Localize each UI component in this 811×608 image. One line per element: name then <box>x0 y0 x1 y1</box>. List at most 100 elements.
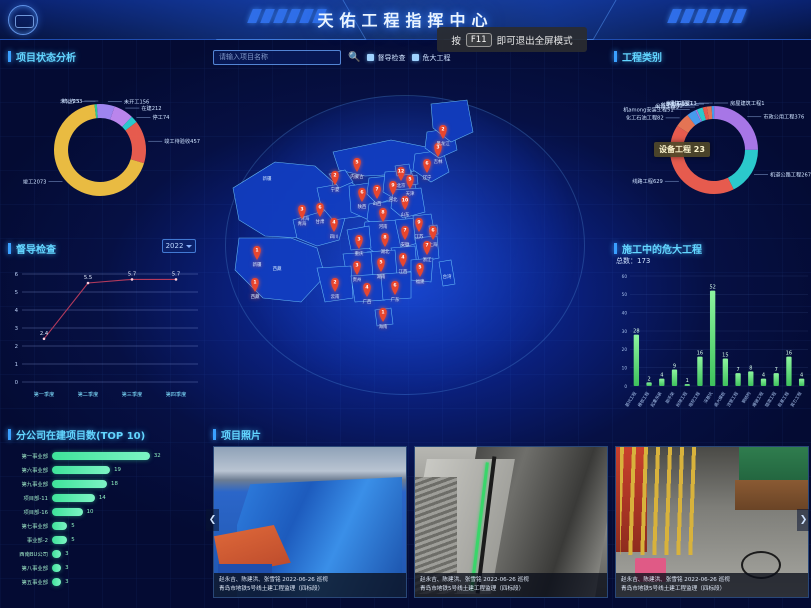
svg-text:5.7: 5.7 <box>128 271 136 277</box>
map-pin[interactable]: 4 广西 <box>363 283 372 305</box>
rank-row-bar <box>52 577 62 586</box>
photo-carousel[interactable]: 赵永吉、陈建洪、张雪铭 2022-06-26 巡视 青岛市地铁5号线土建工程监理（… <box>213 446 809 598</box>
map-pin[interactable]: 8 河南 <box>379 208 388 230</box>
rank-row[interactable]: 第五事业部 3 <box>0 576 205 587</box>
map-pin[interactable]: 5 天津 <box>406 175 415 197</box>
svg-text:青海: 青海 <box>301 215 310 222</box>
rank-row[interactable]: 项目部-16 10 <box>0 506 205 517</box>
map-pin[interactable]: 2 黑龙江 <box>436 125 450 147</box>
rank-row[interactable]: 西南BU公司 3 <box>0 548 205 559</box>
filter-supervision[interactable]: 督导检查 <box>367 53 405 63</box>
svg-text:28: 28 <box>633 329 639 335</box>
type-donut-chart[interactable]: 房屋建筑工程1 市政公用工程376 机道公路工程267 线路工程629 化工石油工程82… <box>606 42 811 234</box>
photo-card[interactable]: 赵永吉、陈建洪、张雪铭 2022-06-26 巡视 青岛市地铁5号线土建工程监理（… <box>414 446 608 598</box>
svg-text:1: 1 <box>255 248 258 254</box>
rank-row-label: 第五事业部 <box>21 579 49 586</box>
rank-row[interactable]: 第八事业部 3 <box>0 562 205 573</box>
filter-danger[interactable]: 危大工程 <box>412 53 450 63</box>
rank-row-label: 第九事业部 <box>21 481 49 488</box>
map-pin[interactable]: 3 吉林 <box>434 143 443 165</box>
emblem-icon <box>8 5 38 35</box>
map-pin[interactable]: 9 江苏 <box>415 218 424 240</box>
svg-text:第二季度: 第二季度 <box>78 390 99 398</box>
map-pin[interactable]: 5 福建 <box>416 263 425 285</box>
map-pin[interactable]: 2 宁夏 <box>331 171 340 193</box>
rank-row[interactable]: 事业部-2 5 <box>0 534 205 545</box>
map-pin[interactable]: 6 广东 <box>391 281 400 303</box>
svg-text:52: 52 <box>709 285 715 291</box>
rank-row[interactable]: 第七事业部 5 <box>0 520 205 531</box>
svg-text:黑龙江: 黑龙江 <box>436 140 450 147</box>
map-pin[interactable]: 6 辽宁 <box>423 159 432 181</box>
map-pin[interactable]: 5 湖南 <box>377 258 386 280</box>
inspection-line-chart[interactable]: 0 1 2 3 4 5 6 2.4 5.5 5.7 5.7 第一季度 第二季度 第三季度 第四季度 <box>0 234 205 420</box>
rank-row-bar <box>52 563 62 572</box>
rank-row[interactable]: 第六事业部 19 <box>0 464 205 475</box>
rank-row[interactable]: 第九事业部 18 <box>0 478 205 489</box>
svg-text:9: 9 <box>417 220 420 226</box>
rank-row-bar <box>52 451 150 460</box>
rank-row-bar <box>52 465 111 474</box>
svg-text:第三季度: 第三季度 <box>122 390 143 398</box>
photo-prev-button[interactable]: ❮ <box>206 509 219 531</box>
photo-next-button[interactable]: ❯ <box>797 509 810 531</box>
svg-text:陕西: 陕西 <box>358 203 367 210</box>
rank-row-value: 19 <box>114 466 121 473</box>
map-pin[interactable]: 3 重庆 <box>355 235 364 257</box>
map-pin[interactable]: 6 上海 <box>429 226 438 248</box>
year-select[interactable]: 2022 <box>162 239 196 253</box>
map-pin[interactable]: 3 青海 <box>298 205 307 227</box>
checkbox-icon[interactable] <box>412 54 420 61</box>
svg-text:电力工程9: 电力工程9 <box>655 103 679 111</box>
svg-text:4: 4 <box>800 373 803 379</box>
svg-text:甘肃: 甘肃 <box>316 218 325 225</box>
rank-row[interactable]: 第一事业部 32 <box>0 450 205 461</box>
photo-card[interactable]: 赵永吉、陈建洪、张雪铭 2022-06-26 巡视 青岛市地铁5号线土建工程监理（… <box>213 446 407 598</box>
svg-text:脚手架: 脚手架 <box>664 390 677 404</box>
status-donut-chart[interactable]: 未开工156 在建212 停工74 竣工待验收457 竣工2073 终止25 未公布33 <box>0 42 205 234</box>
map-search-bar: 🔍 督导检查 危大工程 <box>213 50 450 65</box>
map-pin[interactable]: 4 江西 <box>399 253 408 275</box>
map-pin[interactable]: 3 贵州 <box>353 261 362 283</box>
svg-text:辽宁: 辽宁 <box>423 174 432 181</box>
svg-text:4: 4 <box>401 255 404 261</box>
svg-text:60: 60 <box>622 274 628 279</box>
svg-text:6: 6 <box>425 161 428 167</box>
svg-text:海南: 海南 <box>379 323 388 330</box>
svg-text:7: 7 <box>775 367 778 373</box>
map-pin[interactable]: 6 甘肃 <box>316 203 325 225</box>
map-pin[interactable]: 7 安徽 <box>401 226 410 248</box>
svg-text:5: 5 <box>355 160 358 166</box>
map-pin[interactable]: 1 海南 <box>379 308 388 330</box>
map-pin[interactable]: 6 陕西 <box>358 188 367 210</box>
svg-text:8: 8 <box>749 365 752 371</box>
svg-text:水利工程27: 水利工程27 <box>665 99 692 107</box>
map-pin[interactable]: 10 山东 <box>401 196 410 218</box>
photo-card[interactable]: 赵永吉、陈建洪、张雪铭 2022-06-26 巡视 青岛市地铁5号线土建工程监理（… <box>615 446 809 598</box>
map-pin[interactable]: 8 湖北 <box>381 233 390 255</box>
svg-text:50: 50 <box>622 292 628 297</box>
map-pin[interactable]: 12 北京 <box>397 167 406 189</box>
search-icon[interactable]: 🔍 <box>348 52 361 63</box>
map-pin[interactable]: 4 四川 <box>330 218 339 240</box>
svg-text:钢结构: 钢结构 <box>740 390 753 404</box>
map-pin[interactable]: 9 河北 <box>389 181 398 203</box>
tooltip-suffix: 即可退出全屏模式 <box>496 35 573 47</box>
inspection-panel-title: 督导检查 <box>8 241 56 256</box>
svg-text:云南: 云南 <box>331 293 340 300</box>
checkbox-icon[interactable] <box>367 54 375 61</box>
map-pin[interactable]: 1 新疆 <box>253 246 262 268</box>
rank-row[interactable]: 项目部-11 14 <box>0 492 205 503</box>
map-pin[interactable]: 5 内蒙古 <box>350 158 364 180</box>
map-pin[interactable]: 7 山西 <box>373 185 382 207</box>
danger-total-label: 总数：173 <box>616 257 651 265</box>
svg-text:未公布33: 未公布33 <box>60 97 82 105</box>
map-pin[interactable]: 1 西藏 <box>251 278 260 300</box>
search-input[interactable] <box>213 50 341 65</box>
map-pin[interactable]: 2 云南 <box>331 278 340 300</box>
map-pin[interactable]: 7 浙江 <box>423 241 432 263</box>
svg-text:6: 6 <box>15 272 19 278</box>
svg-text:第四季度: 第四季度 <box>166 390 187 398</box>
